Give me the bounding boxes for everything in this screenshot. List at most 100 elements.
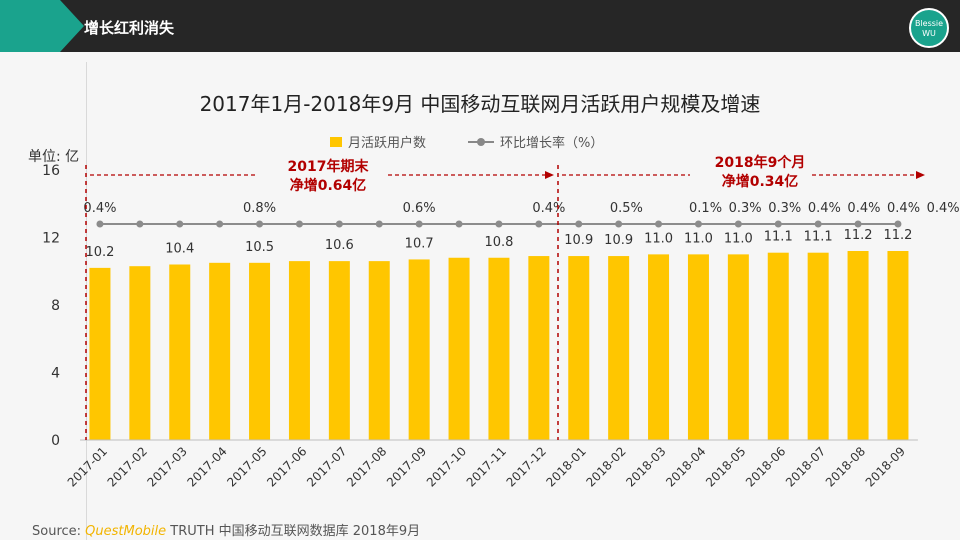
bar	[488, 257, 510, 440]
x-tick-label: 2017-02	[105, 444, 150, 489]
rate-value-label: 0.4%	[532, 201, 565, 216]
y-tick-label: 16	[42, 163, 60, 179]
arrow-2017-head	[545, 171, 554, 179]
bar-value-label: 11.0	[684, 231, 713, 246]
bar-value-label: 10.9	[604, 233, 633, 248]
bar	[408, 259, 430, 440]
x-tick-label: 2017-03	[145, 444, 190, 489]
badge-line1: Blessie	[914, 19, 944, 28]
bar	[568, 256, 590, 440]
y-tick-label: 0	[51, 433, 60, 449]
bar	[169, 264, 191, 440]
x-tick-label: 2018-03	[623, 444, 668, 489]
bar	[89, 267, 111, 440]
source-note: Source: QuestMobile TRUTH 中国移动互联网数据库 201…	[32, 520, 420, 539]
rate-value-label: 0.4%	[83, 201, 116, 216]
x-tick-label: 2018-09	[863, 444, 908, 489]
rate-point	[655, 220, 663, 228]
rate-point	[216, 220, 224, 228]
rate-value-label: 0.4%	[887, 201, 920, 216]
bar-value-label: 10.6	[325, 238, 354, 253]
annotation-2017-line1: 2017年期末	[287, 159, 369, 175]
rate-point	[415, 220, 423, 228]
header-tab-shape	[0, 0, 84, 52]
legend-bar-swatch	[330, 137, 342, 147]
x-tick-label: 2017-06	[264, 444, 309, 489]
rate-point	[375, 220, 383, 228]
bar-value-label: 11.1	[804, 230, 833, 245]
rate-point	[854, 220, 862, 228]
y-tick-label: 8	[51, 298, 60, 314]
rate-value-label: 0.5%	[610, 201, 643, 216]
bar	[807, 252, 829, 440]
rate-point	[256, 220, 264, 228]
x-tick-label: 2017-05	[224, 444, 269, 489]
rate-point	[814, 220, 822, 228]
x-tick-label: 2017-01	[65, 444, 110, 489]
bar	[648, 254, 670, 440]
section-title: 增长红利消失	[84, 19, 175, 37]
author-badge: Blessie WU	[909, 8, 949, 48]
legend-bar-label: 月活跃用户数	[348, 136, 427, 151]
legend: 月活跃用户数 环比增长率（%）	[330, 132, 670, 152]
rate-point	[535, 220, 543, 228]
x-tick-label: 2018-06	[743, 444, 788, 489]
legend-line-marker	[477, 138, 485, 146]
annotation-2018-line2: 净增0.34亿	[721, 174, 799, 190]
badge-line2: WU	[922, 29, 936, 38]
x-tick-label: 2017-04	[184, 444, 229, 489]
bar-value-label: 10.9	[564, 233, 593, 248]
rate-value-label: 0.3%	[729, 201, 762, 216]
annotation-2017: 2017年期末 净增0.64亿	[268, 158, 388, 196]
bar	[887, 251, 909, 440]
rate-point	[96, 220, 104, 228]
x-tick-label: 2017-09	[384, 444, 429, 489]
x-tick-label: 2017-08	[344, 444, 389, 489]
rate-value-label: 0.4%	[847, 201, 880, 216]
bar	[767, 252, 789, 440]
rate-point	[694, 220, 702, 228]
bar	[847, 251, 869, 440]
bar-value-label: 11.2	[844, 228, 873, 243]
rate-value-label: 0.8%	[243, 201, 276, 216]
x-tick-label: 2018-04	[663, 444, 708, 489]
bar	[528, 256, 550, 440]
arrow-2018-head	[916, 171, 925, 179]
rate-point	[136, 220, 144, 228]
bar	[687, 254, 709, 440]
x-tick-label: 2018-07	[783, 444, 828, 489]
rate-point	[335, 220, 343, 228]
source-prefix: Source:	[32, 524, 82, 539]
rate-point	[894, 220, 902, 228]
y-tick-label: 4	[51, 366, 60, 382]
y-tick-label: 12	[42, 231, 60, 247]
annotation-2018: 2018年9个月 净增0.34亿	[700, 154, 820, 192]
rate-value-label: 0.1%	[689, 201, 722, 216]
rate-point	[774, 220, 782, 228]
rate-point	[575, 220, 583, 228]
x-tick-label: 2017-11	[464, 444, 509, 489]
x-tick-label: 2018-05	[703, 444, 748, 489]
header-bar: 增长红利消失 Blessie WU	[0, 0, 960, 52]
annotation-2017-line2: 净增0.64亿	[289, 178, 367, 194]
bar-value-label: 10.7	[405, 236, 434, 251]
bar	[209, 262, 231, 440]
bar	[368, 261, 390, 440]
bar-value-label: 11.0	[724, 231, 753, 246]
source-brand: QuestMobile	[85, 524, 167, 539]
rate-point	[734, 220, 742, 228]
y-axis-unit: 单位: 亿	[28, 149, 80, 165]
bar	[328, 261, 350, 440]
x-tick-label: 2018-08	[823, 444, 868, 489]
bar-value-label: 11.1	[764, 230, 793, 245]
x-tick-label: 2017-12	[504, 444, 549, 489]
bar	[727, 254, 749, 440]
bar-value-label: 10.8	[484, 235, 513, 250]
x-tick-label: 2017-10	[424, 444, 469, 489]
legend-line-label: 环比增长率（%）	[500, 136, 604, 151]
x-tick-label: 2017-07	[304, 444, 349, 489]
bar-value-label: 10.4	[165, 242, 194, 257]
bar-value-label: 10.5	[245, 240, 274, 255]
bar	[249, 262, 271, 440]
